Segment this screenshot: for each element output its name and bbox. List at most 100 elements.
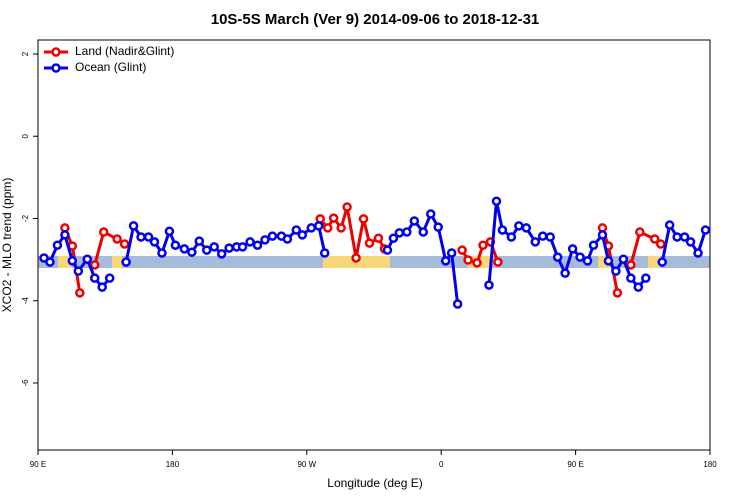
data-point <box>514 221 524 231</box>
data-point <box>364 238 375 248</box>
data-point <box>560 268 570 278</box>
data-point <box>611 266 621 276</box>
data-point <box>530 237 541 247</box>
data-point <box>478 240 488 250</box>
data-point <box>597 230 608 240</box>
y-tick-label: -4 <box>21 297 30 305</box>
data-point <box>194 236 205 246</box>
data-point <box>402 227 412 237</box>
data-point <box>52 240 63 250</box>
data-point <box>693 248 703 258</box>
data-point <box>618 254 629 264</box>
data-point <box>216 249 227 259</box>
data-point <box>143 232 154 242</box>
data-point <box>633 282 644 292</box>
data-point <box>97 282 107 292</box>
x-tick-label: 180 <box>703 460 717 469</box>
data-point <box>657 257 667 267</box>
legend-label: Land (Nadir&Glint) <box>75 44 174 58</box>
data-point <box>440 256 451 266</box>
data-point <box>201 245 212 255</box>
data-point <box>575 252 585 262</box>
data-point <box>237 242 248 252</box>
data-point <box>506 232 517 242</box>
data-point <box>463 255 473 265</box>
data-point <box>260 235 270 245</box>
data-point <box>612 288 623 298</box>
data-point <box>322 223 333 233</box>
y-tick-label: 0 <box>21 133 30 138</box>
data-point <box>252 240 263 250</box>
x-tick-label: 0 <box>439 460 444 469</box>
data-point <box>685 237 696 247</box>
data-point <box>552 252 563 262</box>
data-point <box>409 216 420 226</box>
data-point <box>297 230 308 240</box>
data-point <box>452 299 463 309</box>
data-point <box>128 221 139 231</box>
data-point <box>679 232 690 242</box>
data-point <box>342 202 352 212</box>
data-point <box>635 227 645 237</box>
data-point <box>149 237 160 247</box>
legend-marker <box>51 47 61 57</box>
data-point <box>626 273 636 283</box>
x-tick-label: 180 <box>166 460 180 469</box>
data-point <box>433 222 443 232</box>
data-point <box>104 273 115 283</box>
data-point <box>179 244 190 254</box>
data-point <box>164 226 175 236</box>
x-tick-label: 90 E <box>567 460 583 469</box>
x-axis-label: Longitude (deg E) <box>327 476 422 490</box>
y-tick-label: -2 <box>21 214 30 222</box>
data-point <box>672 232 682 242</box>
y-axis-label: XCO2 - MLO trend (ppm) <box>0 178 14 313</box>
data-point <box>649 234 660 244</box>
data-point <box>567 244 578 254</box>
data-point <box>491 196 502 206</box>
land-band <box>112 256 122 268</box>
data-point <box>245 237 255 247</box>
data-point <box>545 232 555 242</box>
data-point <box>418 227 429 237</box>
land-band <box>648 256 660 268</box>
legend: Land (Nadir&Glint) Ocean (Glint) <box>44 44 174 74</box>
data-point <box>306 223 317 233</box>
data-point <box>351 253 361 263</box>
data-point <box>209 242 219 252</box>
data-point <box>457 245 467 255</box>
data-point <box>626 260 636 270</box>
data-point <box>119 239 130 249</box>
y-tick-label: 2 <box>21 51 30 56</box>
data-point <box>282 234 293 244</box>
data-point <box>45 257 55 267</box>
data-point <box>89 260 100 270</box>
y-tick-label: -6 <box>21 379 30 387</box>
series-line <box>43 199 707 305</box>
data-point <box>89 273 100 283</box>
data-point <box>224 243 234 253</box>
data-point <box>267 231 278 241</box>
data-point <box>641 273 651 283</box>
data-point <box>82 254 93 264</box>
legend-marker <box>51 63 61 73</box>
data-point <box>472 258 482 268</box>
data-point <box>537 231 548 241</box>
chart-title: 10S-5S March (Ver 9) 2014-09-06 to 2018-… <box>211 11 540 28</box>
x-tick-label: 90 W <box>297 460 316 469</box>
plot-frame <box>37 39 711 451</box>
data-point <box>582 256 593 266</box>
data-point <box>446 248 457 258</box>
data-point <box>497 225 508 235</box>
data-point <box>121 257 131 267</box>
legend-label: Ocean (Glint) <box>75 60 146 74</box>
data-point <box>170 240 181 250</box>
data-point <box>664 220 675 230</box>
x-tick-label: 90 E <box>30 460 46 469</box>
data-point <box>328 213 339 223</box>
data-point <box>700 225 711 235</box>
data-point <box>157 248 167 258</box>
data-point <box>112 234 122 244</box>
data-point <box>313 221 324 231</box>
